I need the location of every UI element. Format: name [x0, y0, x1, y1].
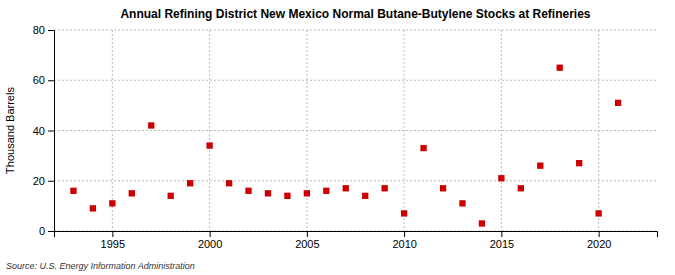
point [557, 65, 563, 71]
y-tick-label: 0 [39, 225, 45, 237]
point [498, 175, 504, 181]
x-tick-mark [307, 231, 308, 237]
point [109, 200, 115, 206]
y-axis-line [48, 31, 55, 232]
x-tick-mark [404, 231, 405, 237]
grid-line-y [54, 130, 657, 131]
x-tick: 2015 [490, 231, 514, 250]
y-tick-label: 80 [33, 24, 45, 36]
y-tick-mark [48, 131, 54, 132]
point [245, 188, 251, 194]
y-axis-title: Thousand Barrels [4, 87, 16, 174]
y-tick-mark [48, 181, 54, 182]
point [265, 190, 271, 196]
x-tick-mark [210, 231, 211, 237]
y-tick-mark [48, 231, 54, 232]
point [401, 210, 407, 216]
point [90, 205, 96, 211]
x-tick-mark [599, 231, 600, 237]
x-tick: 2010 [392, 231, 416, 250]
point [323, 188, 329, 194]
chart: 1995 2000 2005 2010 2015 2020 0 20 40 60 80 Annual … [0, 0, 675, 275]
plot-area: 1995 2000 2005 2010 2015 2020 0 20 40 60 80 [33, 24, 658, 250]
point [576, 160, 582, 166]
point [362, 193, 368, 199]
annotation: Source: U.S. Energy Information Administ… [6, 261, 195, 271]
point [459, 200, 465, 206]
grid-line-y [54, 30, 657, 31]
x-tick: 1995 [101, 231, 125, 250]
point [284, 193, 290, 199]
x-tick-mark [501, 231, 502, 237]
point [206, 142, 212, 148]
y-tick-label: 60 [33, 74, 45, 86]
y-axis: 0 20 40 60 80 [33, 24, 55, 237]
grid-line-x [306, 30, 307, 231]
point [518, 185, 524, 191]
grid-line-y [54, 80, 657, 81]
x-tick-label: 2015 [490, 238, 514, 250]
point [226, 180, 232, 186]
x-tick-mark [112, 231, 113, 237]
y-tick-label: 40 [33, 125, 45, 137]
point [304, 190, 310, 196]
point [440, 185, 446, 191]
grid-line-x [404, 30, 405, 231]
x-tick-label: 1995 [101, 238, 125, 250]
points [70, 65, 621, 227]
point [168, 193, 174, 199]
point [537, 163, 543, 169]
grid-line-y [54, 180, 657, 181]
y-tick: 0 [39, 225, 54, 237]
point [595, 210, 601, 216]
y-tick-label: 20 [33, 175, 45, 187]
point [420, 145, 426, 151]
y-tick-mark [48, 80, 54, 81]
point [615, 100, 621, 106]
point [479, 220, 485, 226]
x-tick: 2000 [198, 231, 222, 250]
point [148, 122, 154, 128]
point [129, 190, 135, 196]
x-tick-label: 2000 [198, 238, 222, 250]
point [343, 185, 349, 191]
x-axis-line [55, 232, 658, 238]
x-tick-label: 2005 [295, 238, 319, 250]
x-axis: 1995 2000 2005 2010 2015 2020 [55, 231, 658, 250]
x-tick-label: 2010 [392, 238, 416, 250]
y-tick-mark [48, 30, 54, 31]
point [70, 188, 76, 194]
point [382, 185, 388, 191]
x-tick-label: 2020 [587, 238, 611, 250]
y-tick: 60 [33, 74, 54, 86]
grid [54, 30, 657, 231]
x-tick: 2020 [587, 231, 611, 250]
y-tick: 40 [33, 125, 54, 137]
y-tick: 80 [33, 24, 54, 36]
x-tick: 2005 [295, 231, 319, 250]
point [187, 180, 193, 186]
y-tick: 20 [33, 175, 54, 187]
grid-line-x [598, 30, 599, 231]
grid-line-x [501, 30, 502, 231]
grid-line-x [209, 30, 210, 231]
title: Annual Refining District New Mexico Norm… [120, 7, 590, 21]
